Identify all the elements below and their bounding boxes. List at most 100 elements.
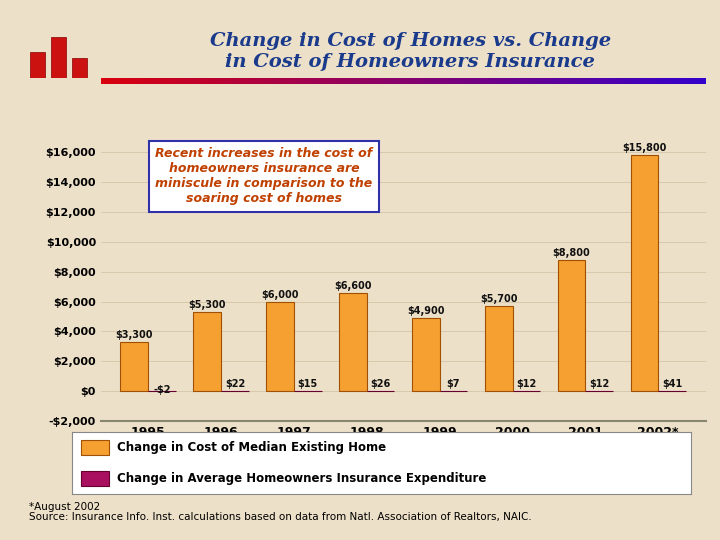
Bar: [696, 78, 700, 84]
Bar: [134, 78, 137, 84]
Text: $5,700: $5,700: [480, 294, 518, 304]
Bar: [292, 78, 294, 84]
Bar: [433, 78, 436, 84]
Bar: [575, 78, 579, 84]
Bar: [685, 78, 688, 84]
Bar: [282, 78, 285, 84]
Text: -$2: -$2: [153, 385, 171, 395]
Bar: [101, 78, 104, 84]
Bar: [658, 390, 686, 391]
Bar: [439, 78, 443, 84]
Bar: [261, 78, 264, 84]
Bar: [424, 78, 428, 84]
Bar: [225, 78, 228, 84]
Bar: [545, 78, 549, 84]
Bar: [30, 52, 45, 78]
Bar: [651, 78, 654, 84]
Bar: [500, 78, 503, 84]
Bar: [176, 78, 179, 84]
Bar: [72, 58, 87, 78]
Bar: [367, 78, 370, 84]
Bar: [315, 78, 318, 84]
Bar: [630, 78, 633, 84]
Bar: [376, 78, 379, 84]
Bar: [421, 78, 424, 84]
Bar: [116, 78, 119, 84]
Bar: [479, 78, 482, 84]
Bar: [370, 78, 373, 84]
Bar: [51, 37, 66, 78]
Bar: [330, 78, 333, 84]
Bar: [636, 78, 639, 84]
Text: $15: $15: [297, 379, 318, 389]
Bar: [297, 78, 300, 84]
Bar: [446, 78, 449, 84]
Bar: [234, 78, 237, 84]
Bar: [128, 78, 131, 84]
Bar: [113, 78, 116, 84]
Bar: [536, 78, 539, 84]
Bar: [337, 78, 340, 84]
Bar: [615, 78, 618, 84]
Bar: [81, 440, 109, 455]
Bar: [266, 301, 294, 392]
Bar: [594, 78, 597, 84]
Bar: [310, 78, 312, 84]
Bar: [539, 78, 542, 84]
Text: Change in Cost of Median Existing Home: Change in Cost of Median Existing Home: [117, 441, 386, 454]
Text: $4,900: $4,900: [407, 306, 444, 316]
Bar: [570, 78, 572, 84]
Bar: [488, 78, 491, 84]
Text: $12: $12: [516, 379, 536, 389]
Text: $12: $12: [589, 379, 609, 389]
Bar: [167, 78, 171, 84]
Text: Change in Cost of Homes vs. Change: Change in Cost of Homes vs. Change: [210, 31, 611, 50]
Bar: [451, 78, 454, 84]
Bar: [137, 78, 140, 84]
Bar: [258, 78, 261, 84]
Bar: [579, 78, 582, 84]
Bar: [464, 78, 467, 84]
Bar: [312, 78, 315, 84]
Bar: [231, 78, 234, 84]
Bar: [473, 78, 476, 84]
Bar: [249, 78, 252, 84]
Bar: [379, 78, 382, 84]
Text: $15,800: $15,800: [622, 143, 667, 153]
Bar: [403, 78, 406, 84]
Bar: [348, 78, 352, 84]
Bar: [588, 78, 590, 84]
Bar: [618, 78, 621, 84]
Bar: [670, 78, 672, 84]
Bar: [222, 78, 225, 84]
Bar: [461, 78, 464, 84]
Bar: [633, 78, 636, 84]
Bar: [385, 78, 388, 84]
Bar: [482, 78, 485, 84]
Bar: [497, 78, 500, 84]
Bar: [122, 78, 125, 84]
Bar: [267, 78, 270, 84]
Bar: [152, 78, 156, 84]
Bar: [343, 78, 346, 84]
Bar: [530, 78, 534, 84]
Bar: [340, 78, 343, 84]
Bar: [397, 78, 400, 84]
Text: $5,300: $5,300: [189, 300, 226, 310]
Bar: [201, 78, 204, 84]
Bar: [325, 78, 328, 84]
Bar: [125, 78, 128, 84]
Bar: [212, 78, 216, 84]
Text: $41: $41: [662, 379, 683, 389]
Bar: [515, 78, 518, 84]
Bar: [364, 78, 367, 84]
Bar: [476, 78, 479, 84]
Bar: [270, 78, 273, 84]
Bar: [690, 78, 693, 84]
Bar: [412, 318, 440, 392]
Bar: [660, 78, 663, 84]
Bar: [485, 78, 488, 84]
Bar: [104, 78, 107, 84]
Bar: [388, 78, 391, 84]
Bar: [693, 78, 696, 84]
